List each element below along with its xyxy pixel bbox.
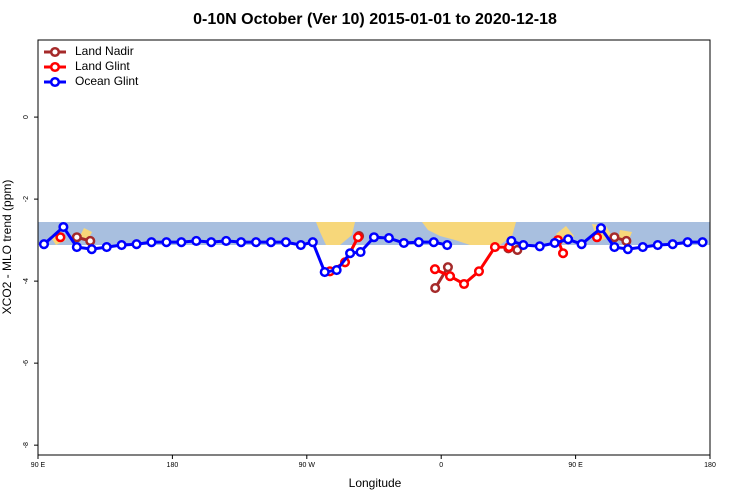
legend-label: Ocean Glint — [75, 74, 139, 88]
data-point — [609, 232, 620, 243]
data-point — [221, 235, 232, 246]
data-point — [430, 283, 441, 294]
data-point — [428, 237, 439, 248]
y-tick-label: 0 — [23, 115, 30, 119]
data-point — [563, 234, 574, 245]
data-point — [250, 237, 262, 248]
data-point — [398, 237, 409, 249]
plot-layer: 90 E 180 90 W 0 90 E 180 0 -2 -4 -6 -8 Land NadirLa… — [23, 44, 716, 469]
data-point — [429, 264, 440, 275]
data-point — [489, 242, 501, 253]
x-tick-label: 90 E — [31, 462, 46, 469]
data-point — [131, 239, 142, 250]
data-point — [534, 241, 545, 252]
data-point — [71, 232, 82, 243]
data-point — [236, 237, 247, 248]
y-tick-label: -6 — [23, 360, 30, 366]
data-point — [667, 239, 678, 250]
land-patch — [316, 222, 355, 245]
data-point — [413, 237, 424, 248]
plot-frame — [37, 39, 711, 456]
data-point — [652, 239, 663, 251]
data-point — [55, 232, 66, 243]
data-point — [176, 237, 187, 248]
y-tick-label: -2 — [23, 196, 30, 202]
data-point — [307, 237, 318, 248]
data-point — [85, 235, 96, 246]
land-patch — [556, 224, 632, 245]
data-point — [383, 233, 394, 244]
land-patch — [422, 222, 516, 245]
data-point — [265, 237, 277, 248]
data-point — [473, 266, 485, 277]
x-tick-label: 0 — [439, 462, 443, 469]
data-point — [295, 239, 306, 251]
data-point — [442, 239, 453, 251]
y-tick-label: -4 — [23, 278, 30, 284]
data-point — [345, 248, 356, 259]
y-axis-label: XCO2 - MLO trend (ppm) — [0, 180, 14, 315]
data-point — [352, 232, 364, 243]
data-point — [444, 271, 456, 282]
data-point — [331, 265, 342, 276]
data-point — [576, 239, 587, 250]
legend-label: Land Nadir — [75, 44, 134, 58]
data-point — [206, 237, 217, 248]
x-tick-label: 180 — [167, 462, 179, 469]
data-point — [116, 239, 127, 251]
x-tick-label: 180 — [704, 462, 716, 469]
data-point — [86, 244, 97, 255]
data-point — [368, 232, 380, 243]
y-tick-label: -8 — [23, 442, 30, 448]
data-point — [58, 221, 69, 233]
x-tick-label: 90 W — [299, 462, 316, 469]
data-point — [458, 278, 470, 290]
data-point — [697, 237, 708, 248]
x-axis-label: Longitude — [349, 476, 402, 490]
data-point — [38, 239, 50, 250]
data-point — [319, 267, 330, 278]
data-point — [146, 237, 157, 248]
data-point — [512, 244, 523, 256]
data-point — [71, 242, 82, 253]
data-point — [621, 235, 632, 246]
data-point — [506, 235, 517, 246]
data-point — [637, 242, 648, 253]
data-point — [682, 237, 693, 248]
x-tick-label: 90 E — [568, 462, 583, 469]
data-point — [161, 237, 172, 248]
chart-title: 0-10N October (Ver 10) 2015-01-01 to 202… — [193, 11, 557, 28]
data-point — [518, 239, 529, 251]
legend-marker — [49, 61, 61, 73]
data-point — [191, 235, 202, 246]
data-point — [280, 237, 291, 248]
data-point — [609, 242, 620, 253]
data-point — [549, 237, 560, 249]
data-point — [595, 223, 607, 234]
legend-marker — [49, 46, 61, 58]
data-point — [442, 262, 453, 273]
data-point — [355, 246, 366, 258]
data-point — [622, 244, 633, 255]
data-point — [101, 242, 112, 253]
data-point — [558, 248, 569, 259]
legend-label: Land Glint — [75, 59, 130, 73]
legend-marker — [49, 76, 61, 88]
